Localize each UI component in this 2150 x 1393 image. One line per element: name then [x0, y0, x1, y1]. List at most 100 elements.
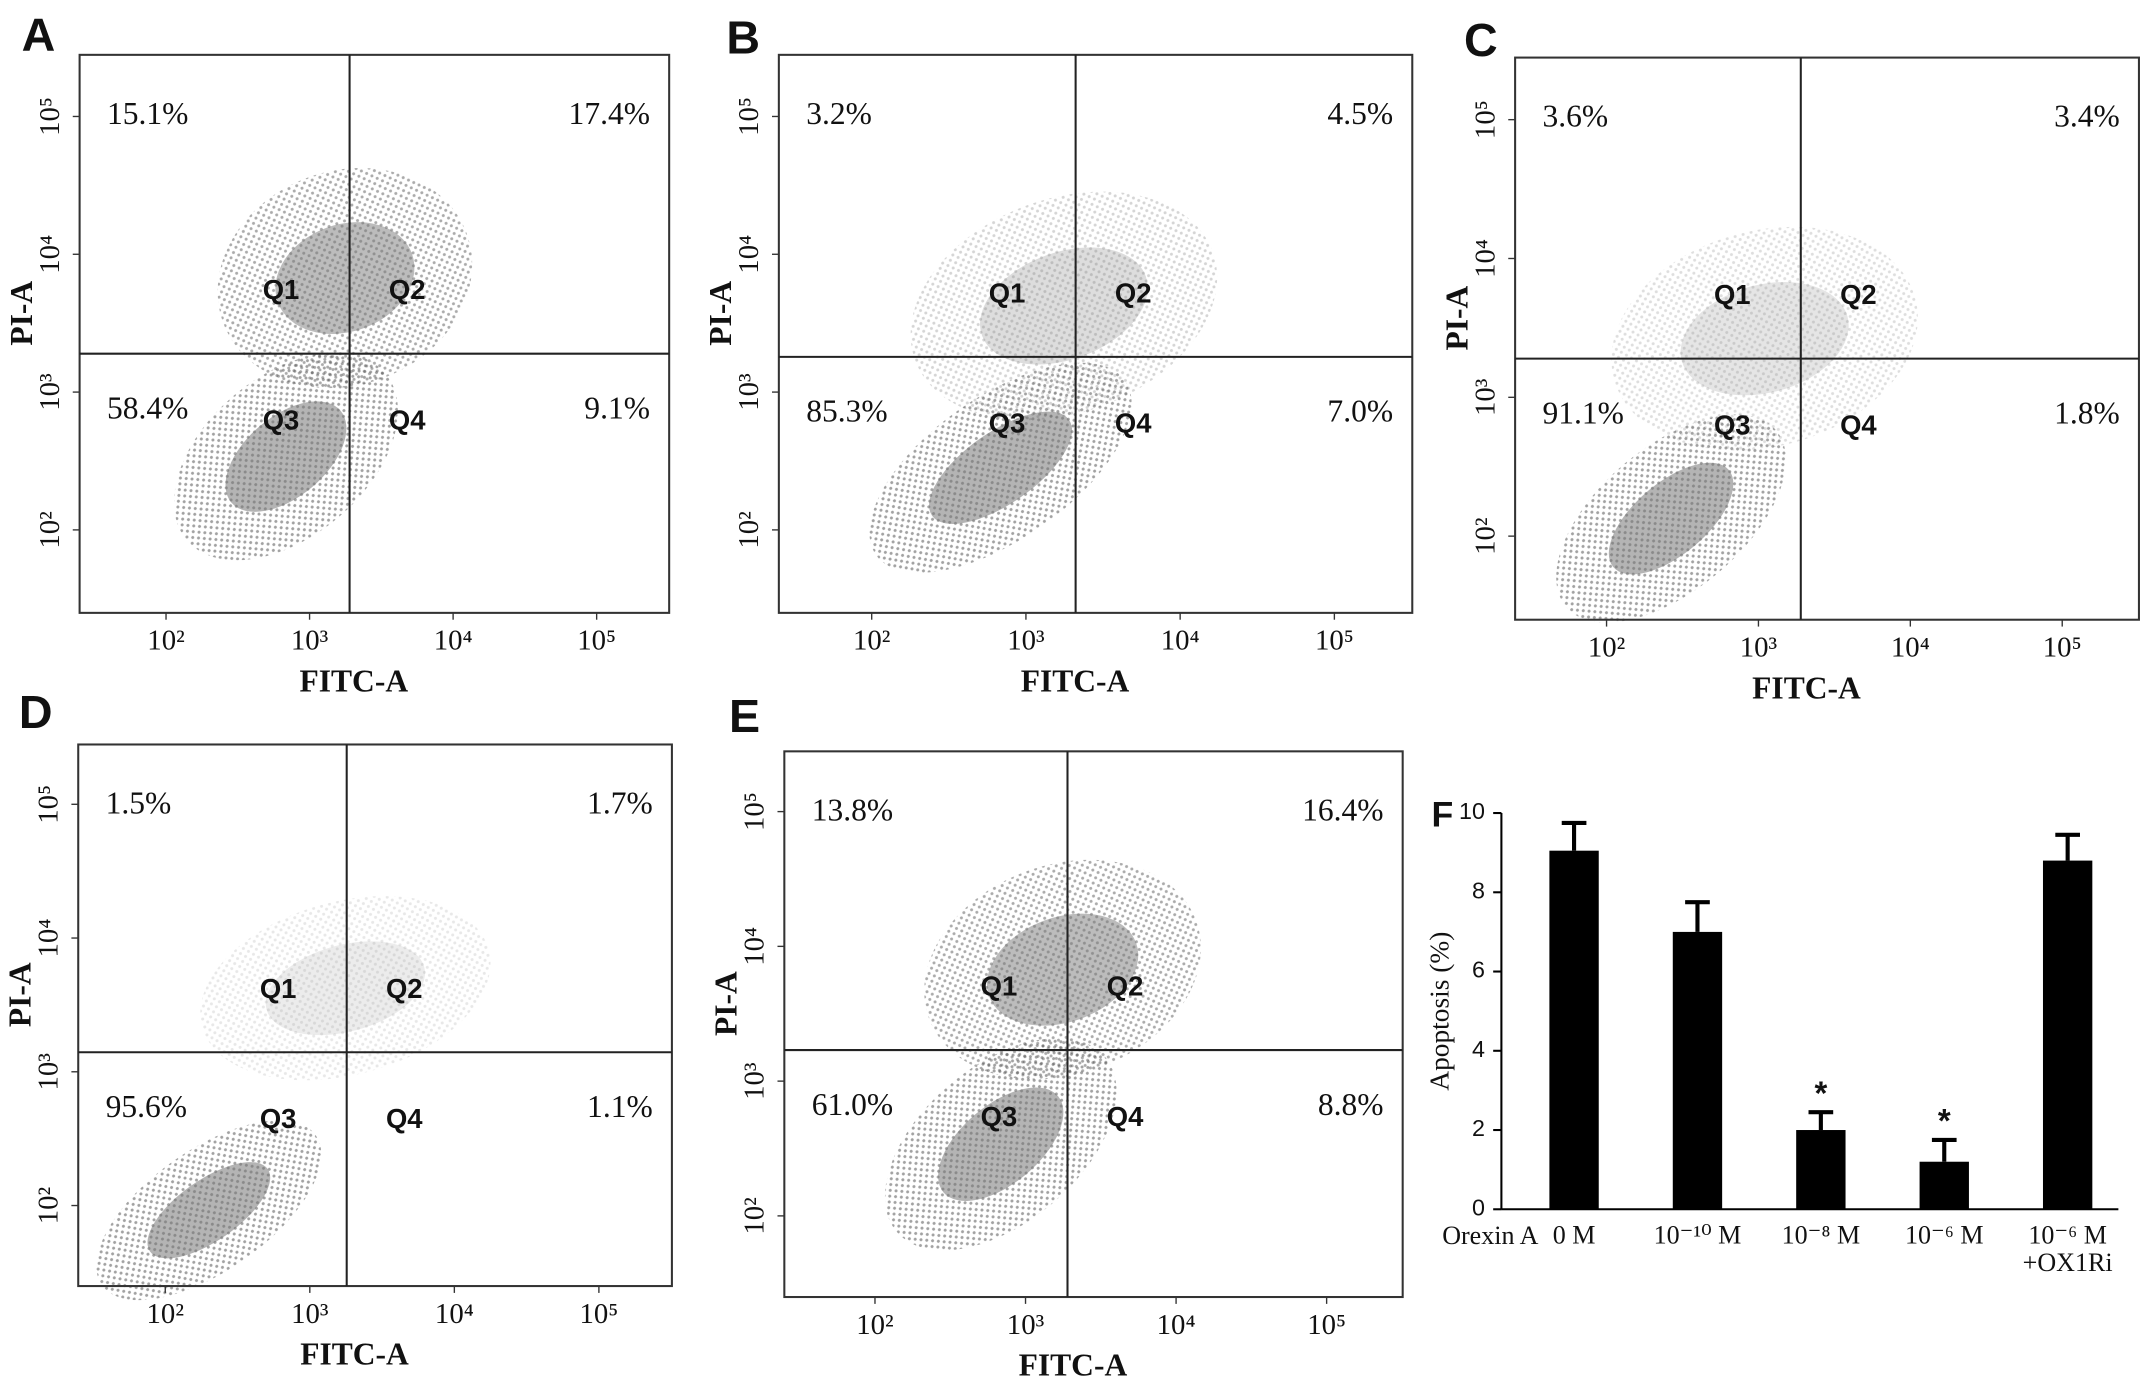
quadrant-name: Q1: [981, 971, 1018, 1002]
y-tick-label: 10³: [1469, 378, 1501, 416]
x-tick-label: 10⁴: [434, 625, 473, 657]
quadrant-percent: 1.7%: [587, 785, 653, 820]
quadrant-name: Q3: [263, 404, 300, 435]
x-tick-label: 10⁵: [577, 625, 616, 657]
quadrant-name: Q4: [1840, 409, 1877, 440]
cell-cloud-core: [1680, 281, 1849, 396]
y-tick-label: 10²: [733, 511, 765, 548]
plot-frame: [1514, 56, 2140, 621]
panel-label: D: [19, 686, 53, 738]
quadrant-name: Q1: [1714, 279, 1751, 310]
y-tick-label: 10²: [739, 1197, 771, 1234]
cell-cloud: [910, 191, 1218, 421]
quadrant-percent: 13.8%: [812, 792, 893, 827]
x-tick-label: 10⁵: [579, 1298, 618, 1330]
quadrant-percent: 15.1%: [107, 96, 188, 131]
x-tick-label: 10⁴: [435, 1298, 474, 1330]
x-tick-label-box: 0 M: [1552, 1222, 1596, 1251]
cell-cloud-core: [147, 1162, 271, 1259]
y-tick-label: 10³: [32, 1053, 64, 1091]
x-tick-label: 10²: [147, 1298, 184, 1330]
y-tick-label: 0: [1472, 1194, 1485, 1220]
quadrant-percent: 1.1%: [587, 1089, 653, 1124]
quadrant-name: Q3: [260, 1103, 297, 1134]
x-axis-title: FITC-A: [1752, 670, 1861, 705]
y-axis-title: PI-A: [1440, 285, 1475, 350]
quadrant-percent: 3.4%: [2054, 99, 2120, 134]
x-tick-label: 10³: [291, 1298, 329, 1330]
x-axis-title: FITC-A: [300, 1337, 409, 1372]
bar: [1919, 1161, 1969, 1210]
bar: [1796, 1130, 1846, 1210]
quadrant-percent: 95.6%: [106, 1089, 187, 1124]
x-tick-label: 10²: [1588, 631, 1625, 663]
cell-cloud: [924, 859, 1201, 1080]
quadrant-percent: 16.4%: [1302, 792, 1383, 827]
quadrant-percent: 3.2%: [806, 96, 872, 131]
x-tick-label: 10²: [853, 625, 890, 657]
y-axis-title: PI-A: [709, 971, 744, 1036]
cell-cloud-core: [929, 411, 1073, 524]
cell-cloud-core: [275, 222, 415, 334]
y-tick-label: 8: [1472, 877, 1485, 903]
cell-cloud-core: [986, 913, 1139, 1026]
y-tick-label: 10⁴: [739, 927, 771, 966]
y-tick-label: 2: [1472, 1115, 1485, 1141]
y-tick-label: 10⁴: [1469, 239, 1501, 278]
cell-cloud: [200, 896, 491, 1081]
quadrant-percent: 91.1%: [1543, 395, 1624, 430]
x-tick-label: 10³: [1007, 1309, 1045, 1341]
x-tick-label: 10⁵: [1307, 1309, 1346, 1341]
quadrant-name: Q1: [989, 277, 1026, 308]
x-axis-title: FITC-A: [1021, 663, 1130, 698]
x-axis-title: Orexin A: [1442, 1221, 1538, 1250]
y-tick-label: 10⁴: [733, 235, 765, 274]
y-axis-title: Apoptosis (%): [1425, 932, 1455, 1091]
y-tick-label: 6: [1472, 957, 1485, 983]
quadrant-name: Q2: [386, 973, 423, 1004]
y-tick-label: 10⁵: [1469, 100, 1501, 139]
quadrant-percent: 3.6%: [1543, 99, 1609, 134]
y-tick-label: 10⁵: [32, 785, 64, 824]
panel-label: E: [729, 690, 760, 742]
y-tick-label: 10²: [32, 1187, 64, 1224]
plot-frame: [78, 53, 671, 614]
y-tick-label: 10³: [739, 1062, 771, 1100]
y-axis-title: PI-A: [4, 281, 39, 346]
quadrant-name: Q4: [386, 1103, 423, 1134]
quadrant-name: Q4: [1107, 1101, 1144, 1132]
x-tick-label: 10³: [1007, 625, 1045, 657]
panel-label: B: [726, 11, 760, 63]
quadrant-name: Q3: [981, 1101, 1018, 1132]
x-tick-label-box: 10⁻⁶ M: [1904, 1222, 1984, 1251]
quadrant-name: Q2: [1115, 277, 1152, 308]
y-tick-label: 10²: [1469, 517, 1501, 554]
y-tick-label: 10³: [34, 373, 66, 411]
quadrant-name: Q1: [260, 973, 297, 1004]
x-tick-label: 10⁴: [1161, 625, 1200, 657]
y-tick-label: 10⁴: [32, 919, 64, 958]
y-tick-label: 10⁴: [34, 235, 66, 274]
x-tick-label: 10⁻¹⁰ M: [1653, 1222, 1742, 1251]
y-tick-label: 10: [1459, 798, 1485, 824]
x-tick-label: 10³: [291, 625, 329, 657]
x-tick-label: 0 M: [1552, 1222, 1596, 1251]
y-axis-title: PI-A: [703, 281, 738, 346]
cell-cloud-core: [265, 941, 426, 1036]
quadrant-percent: 1.5%: [106, 785, 172, 820]
bar: [1549, 850, 1599, 1210]
cell-cloud-core: [980, 247, 1148, 365]
quadrant-name: Q3: [989, 408, 1026, 439]
quadrant-name: Q1: [263, 274, 300, 305]
quadrant-percent: 61.0%: [812, 1087, 893, 1122]
x-tick-label-box: 10⁻⁶ M +OX1Ri: [2023, 1223, 2113, 1277]
x-tick-label: 10²: [147, 625, 184, 657]
cell-cloud: [1611, 226, 1918, 451]
quadrant-name: Q4: [1115, 408, 1152, 439]
y-axis-title: PI-A: [3, 962, 38, 1027]
panel-label: F: [1432, 795, 1454, 835]
y-tick-label: 10⁵: [733, 97, 765, 136]
quadrant-name: Q3: [1714, 409, 1751, 440]
x-tick-label: 10³: [1740, 631, 1778, 663]
x-tick-label: 10⁻⁶ M: [1904, 1222, 1984, 1251]
